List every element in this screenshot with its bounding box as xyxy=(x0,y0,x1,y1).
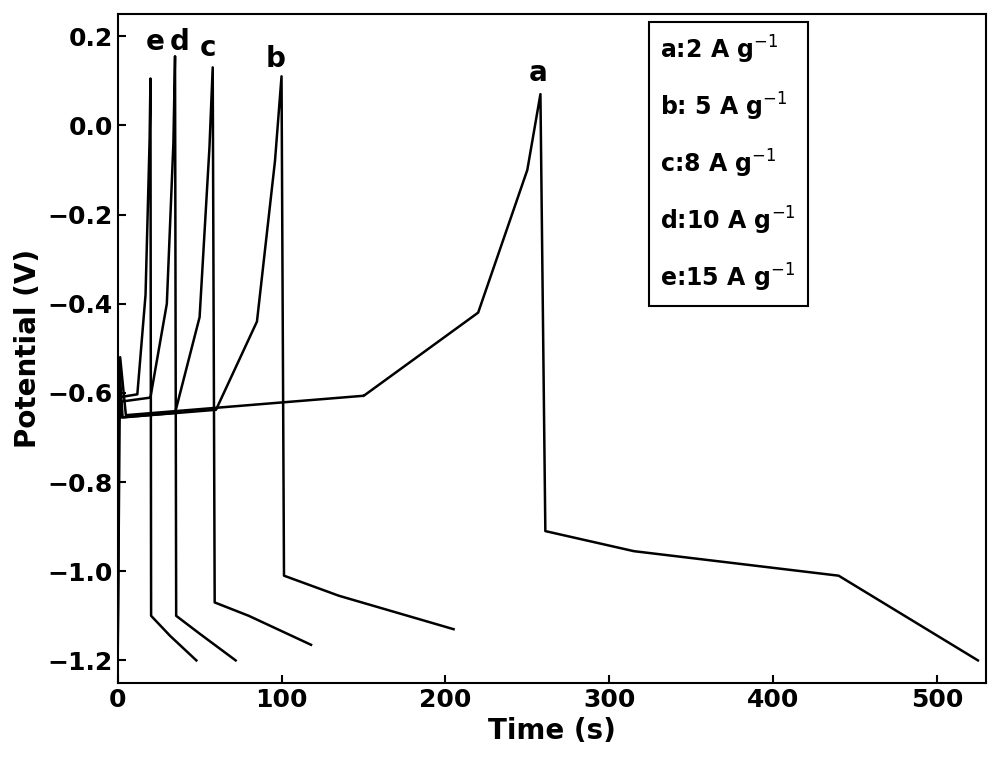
Text: b: b xyxy=(265,46,285,74)
Text: d: d xyxy=(170,28,190,56)
Text: c: c xyxy=(200,34,216,62)
Text: e: e xyxy=(146,28,164,56)
Text: a: a xyxy=(529,58,548,87)
Text: a:2 A g$^{-1}$
b: 5 A g$^{-1}$
c:8 A g$^{-1}$
d:10 A g$^{-1}$
e:15 A g$^{-1}$: a:2 A g$^{-1}$ b: 5 A g$^{-1}$ c:8 A g$^… xyxy=(660,34,796,294)
Y-axis label: Potential (V): Potential (V) xyxy=(14,249,42,448)
X-axis label: Time (s): Time (s) xyxy=(488,717,616,745)
